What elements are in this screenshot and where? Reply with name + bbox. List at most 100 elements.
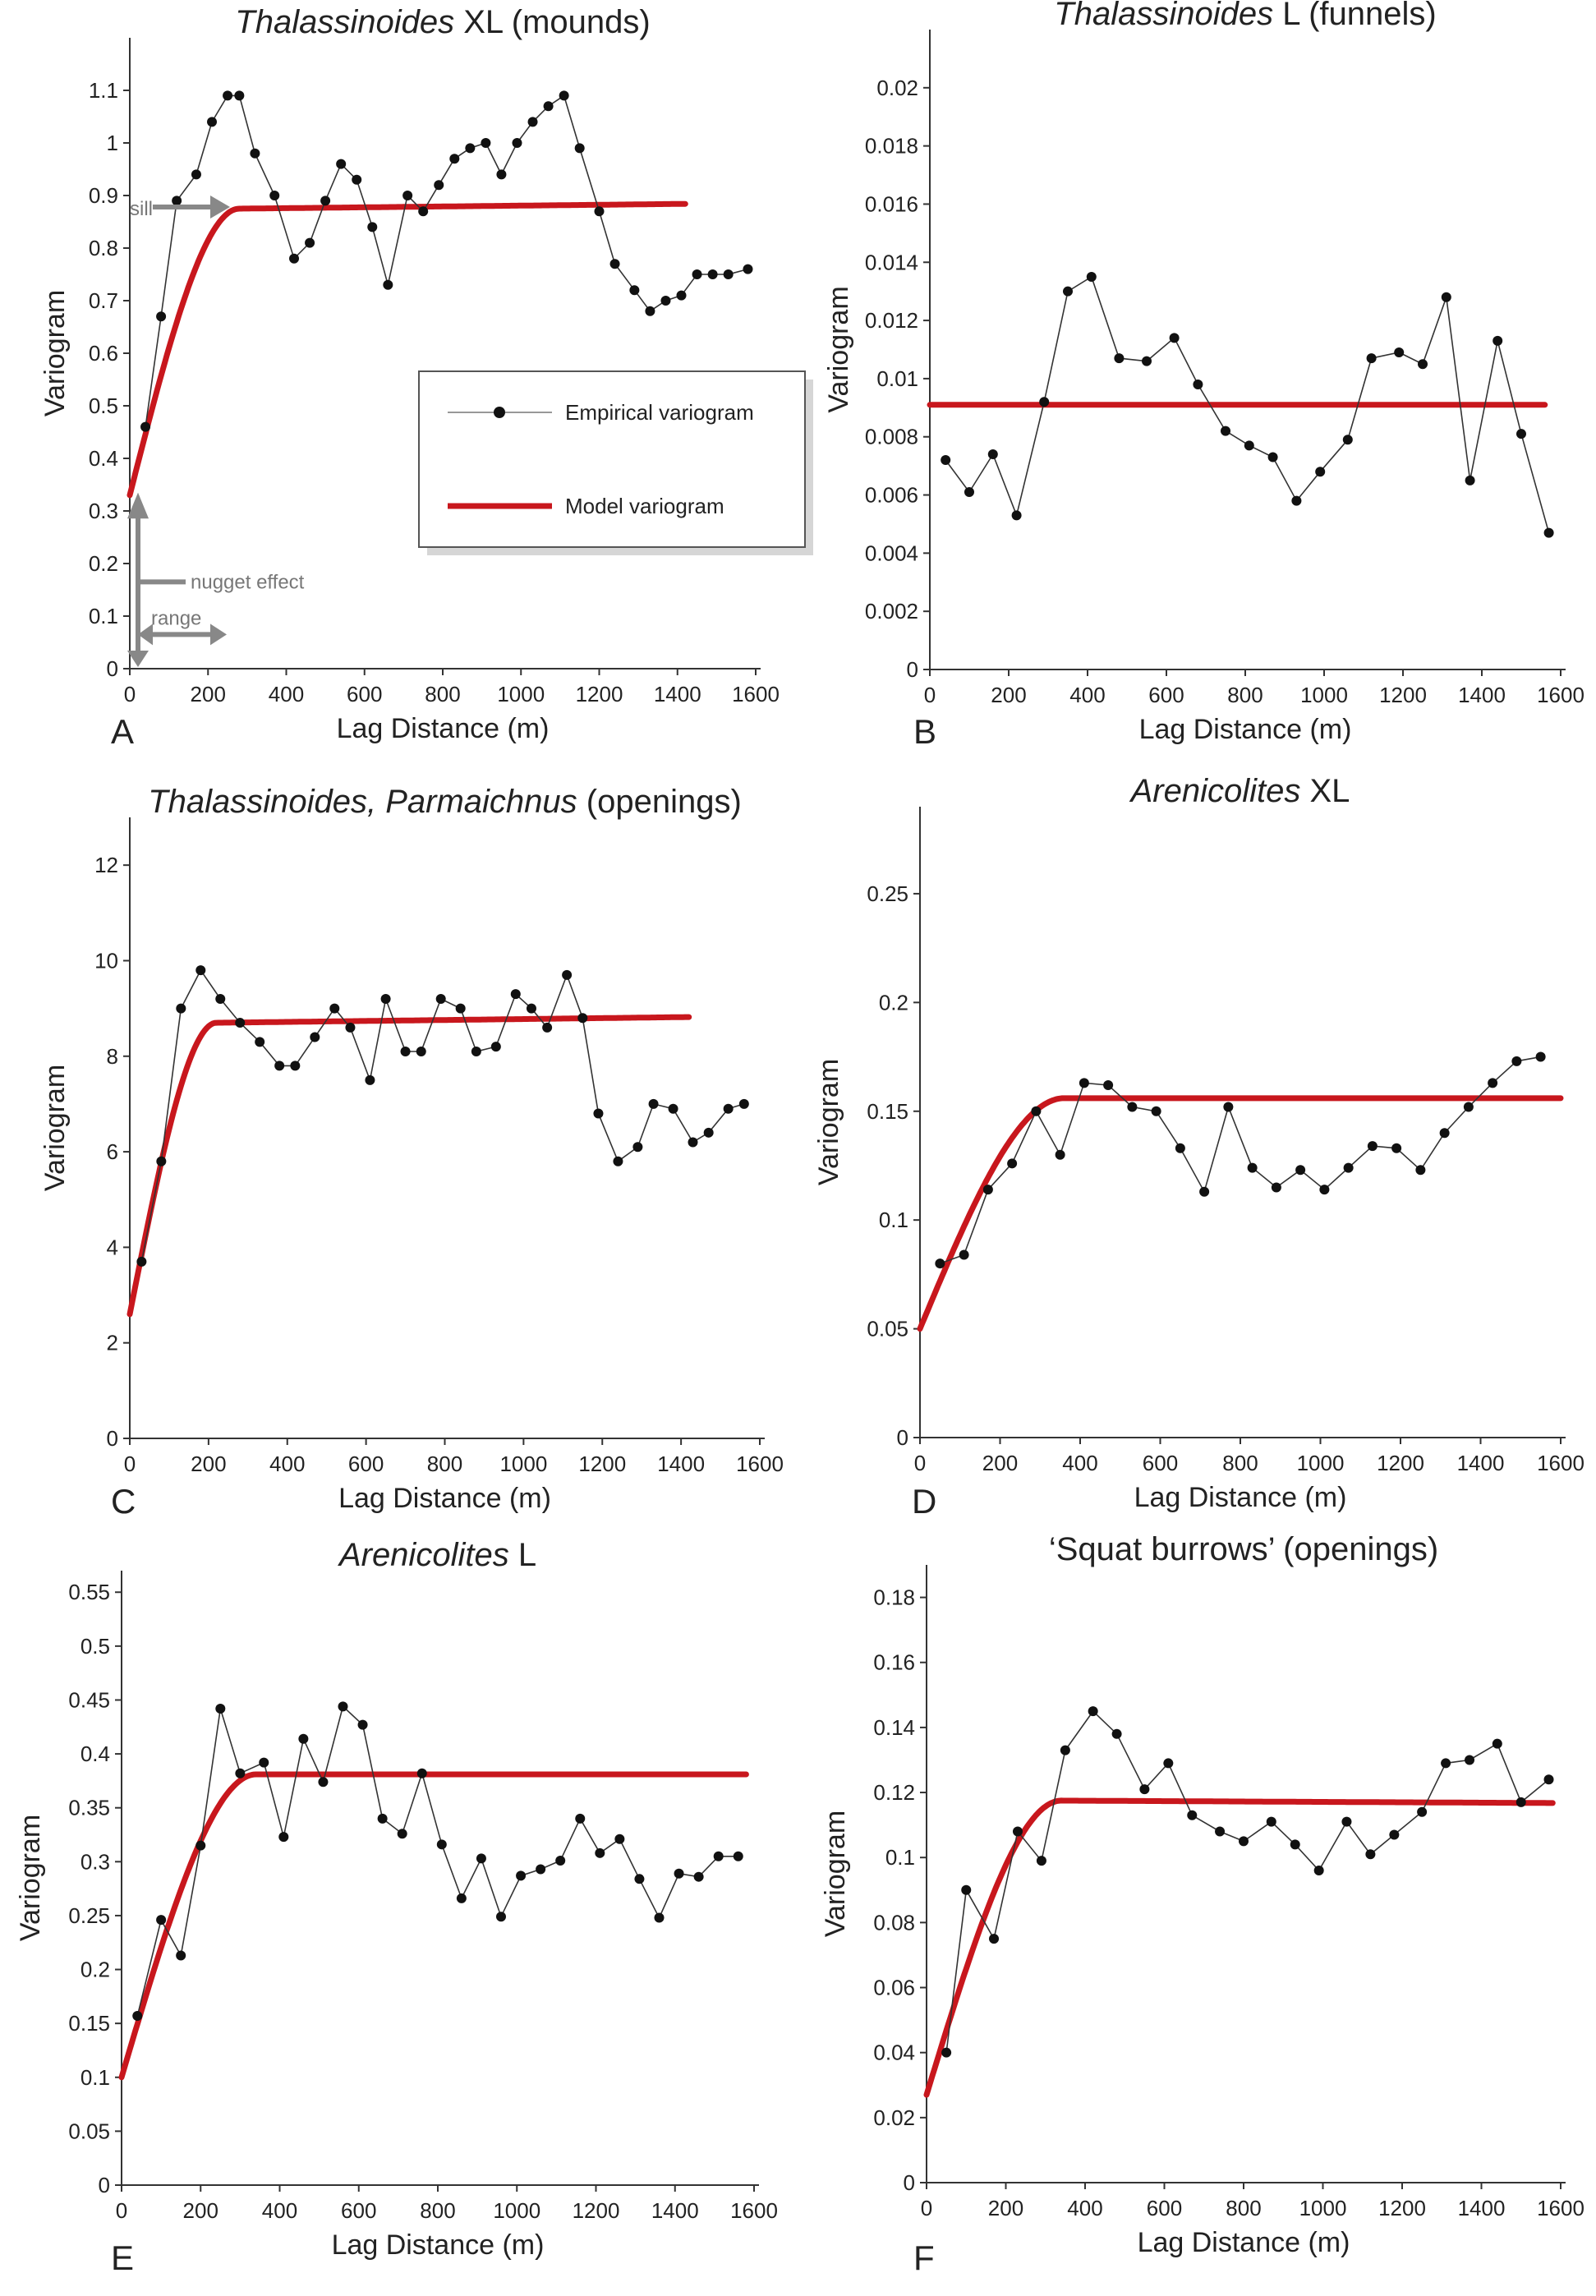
y-tick-label: 0.25: [867, 881, 908, 906]
x-tick-label: 0: [124, 1452, 136, 1476]
empirical-point: [723, 269, 734, 279]
empirical-point: [195, 1840, 206, 1851]
empirical-point: [1315, 467, 1326, 477]
y-tick-label: 0: [107, 1426, 118, 1451]
y-tick-label: 0.002: [865, 599, 918, 623]
empirical-point: [510, 989, 521, 1000]
empirical-point: [156, 311, 167, 322]
y-tick-label: 0.12: [873, 1780, 915, 1805]
x-tick-label: 1200: [573, 2198, 620, 2223]
empirical-point: [223, 90, 233, 101]
x-tick-label: 0: [921, 2196, 932, 2220]
x-axis-label: Lag Distance (m): [1138, 2227, 1350, 2258]
empirical-point: [713, 1851, 724, 1861]
x-tick-label: 800: [427, 1452, 462, 1476]
empirical-point: [1063, 286, 1073, 297]
y-tick-label: 0.45: [68, 1687, 110, 1712]
empirical-point: [1543, 527, 1554, 538]
y-tick-label: 2: [107, 1331, 118, 1355]
y-tick-label: 0.15: [867, 1099, 908, 1124]
empirical-point: [536, 1864, 546, 1875]
x-tick-label: 1600: [736, 1452, 784, 1476]
empirical-point: [738, 1098, 749, 1109]
x-tick-label: 1400: [1458, 2196, 1506, 2220]
empirical-point: [481, 138, 491, 148]
y-tick-label: 0.3: [89, 499, 118, 523]
x-tick-label: 600: [341, 2198, 376, 2223]
empirical-point: [645, 306, 655, 316]
empirical-point: [577, 1013, 588, 1024]
x-tick-label: 1600: [1537, 2196, 1585, 2220]
empirical-point: [1391, 1143, 1402, 1153]
empirical-point: [132, 2010, 143, 2021]
empirical-point: [456, 1893, 467, 1903]
y-tick-label: 0.35: [68, 1796, 110, 1820]
y-axis-label: Variogram: [813, 1059, 844, 1185]
x-axis-label: Lag Distance (m): [332, 2229, 545, 2261]
legend-box: [418, 370, 806, 548]
empirical-point: [1267, 452, 1278, 462]
empirical-point: [416, 1046, 426, 1056]
empirical-point: [562, 969, 573, 980]
empirical-point: [674, 1868, 684, 1879]
empirical-point: [1127, 1102, 1138, 1112]
empirical-point: [1441, 1758, 1451, 1769]
empirical-point: [305, 237, 315, 248]
x-axis-label: Lag Distance (m): [1139, 714, 1352, 745]
empirical-point: [707, 269, 718, 279]
empirical-point: [1271, 1182, 1281, 1193]
empirical-point: [1543, 1774, 1554, 1785]
x-tick-label: 200: [191, 1452, 226, 1476]
range-annotation: range: [151, 607, 201, 629]
panel-f: 0 200 400 600 800 1000 1200 1400 1600 0 0.02 0.04 0.…: [820, 1531, 1585, 2277]
x-tick-label: 400: [262, 2198, 297, 2223]
empirical-point: [490, 1042, 501, 1052]
x-tick-label: 1600: [1537, 683, 1585, 707]
sill-annotation: sill: [130, 198, 153, 220]
empirical-point: [1367, 1141, 1378, 1152]
title-rest: L (funnels): [1273, 0, 1437, 32]
y-tick-label: 0.25: [68, 1903, 110, 1928]
y-axis-label: Variogram: [39, 1065, 71, 1191]
empirical-point: [449, 154, 460, 164]
y-tick-label: 0.004: [865, 541, 918, 565]
x-tick-label: 1000: [1300, 683, 1348, 707]
title-italic: Arenicolites: [338, 1537, 509, 1573]
empirical-point: [1199, 1186, 1210, 1197]
empirical-point: [1151, 1106, 1161, 1116]
panel-title: Arenicolites XL: [1129, 773, 1350, 809]
empirical-point: [418, 206, 429, 217]
empirical-point: [274, 1061, 285, 1071]
empirical-point: [1086, 271, 1097, 282]
empirical-point: [935, 1258, 945, 1269]
empirical-point: [377, 1813, 388, 1824]
empirical-point: [289, 253, 300, 264]
empirical-point: [632, 1142, 643, 1153]
model-variogram-line: [923, 1797, 1556, 2098]
empirical-point: [476, 1853, 486, 1864]
empirical-point: [1193, 379, 1203, 389]
panel-e: 0 200 400 600 800 1000 1200 1400 1600 0 0.05 0.1 0.1…: [15, 1537, 778, 2277]
y-tick-label: 0.1: [89, 604, 118, 628]
y-tick-label: 0.14: [873, 1715, 915, 1740]
model-variogram-line: [126, 1014, 692, 1318]
empirical-point: [1060, 1745, 1070, 1755]
panel-label: C: [111, 1482, 136, 1521]
legend-model-label: Model variogram: [565, 494, 724, 518]
empirical-point: [434, 180, 444, 191]
empirical-point: [215, 1703, 226, 1714]
x-tick-label: 1000: [493, 2198, 540, 2223]
empirical-point: [1394, 347, 1405, 358]
x-tick-label: 1200: [578, 1452, 626, 1476]
y-tick-label: 0: [107, 656, 118, 681]
empirical-variogram-line: [945, 1709, 1550, 2053]
x-tick-label: 600: [1148, 683, 1184, 707]
x-tick-label: 200: [982, 1451, 1018, 1475]
empirical-point: [559, 90, 569, 101]
y-tick-label: 6: [107, 1139, 118, 1164]
panel-label: F: [913, 2238, 935, 2277]
empirical-point: [1365, 1849, 1376, 1860]
empirical-point: [676, 290, 687, 301]
x-tick-label: 400: [269, 682, 304, 706]
y-tick-label: 1: [107, 131, 118, 155]
